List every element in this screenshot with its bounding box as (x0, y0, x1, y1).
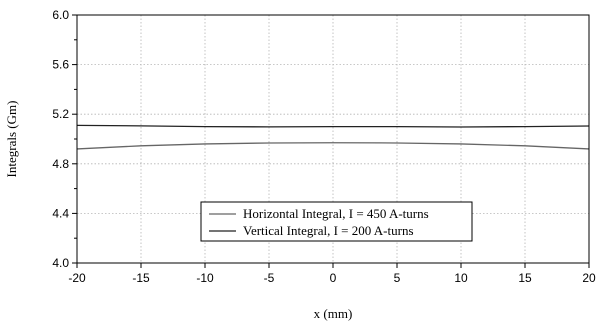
legend-box (200, 201, 473, 242)
ticks (72, 14, 590, 268)
x-tick-label: 20 (582, 271, 596, 285)
y-tick-label: 4.8 (52, 157, 69, 171)
series-group (76, 124, 590, 150)
y-tick-label: 5.2 (52, 107, 69, 121)
x-tick-label: -20 (68, 271, 86, 285)
legend-label-vertical: Vertical Integral, I = 200 A-turns (243, 223, 414, 238)
y-tick-label: 5.6 (52, 58, 69, 72)
x-tick-label: -15 (132, 271, 150, 285)
x-tick-label: 10 (454, 271, 468, 285)
tick-labels: -20 -15 -10 -5 0 5 10 15 20 4.0 4.4 4.8 5.2 5.6 6.0 (52, 8, 596, 285)
x-tick-label: 5 (394, 271, 401, 285)
x-tick-label: -5 (264, 271, 275, 285)
x-tick-label: 0 (330, 271, 337, 285)
y-tick-label: 4.0 (52, 256, 69, 270)
x-tick-label: 15 (518, 271, 532, 285)
y-tick-label: 6.0 (52, 8, 69, 22)
y-axis-label: Integrals (Gm) (4, 101, 19, 178)
legend: Horizontal Integral, I = 450 A-turns Ver… (200, 201, 473, 242)
legend-label-horizontal: Horizontal Integral, I = 450 A-turns (243, 206, 429, 221)
x-tick-label: -10 (196, 271, 214, 285)
y-tick-label: 4.4 (52, 206, 69, 220)
series-line-0 (76, 142, 590, 150)
x-axis-label: x (mm) (314, 306, 353, 321)
series-line-1 (76, 124, 590, 128)
